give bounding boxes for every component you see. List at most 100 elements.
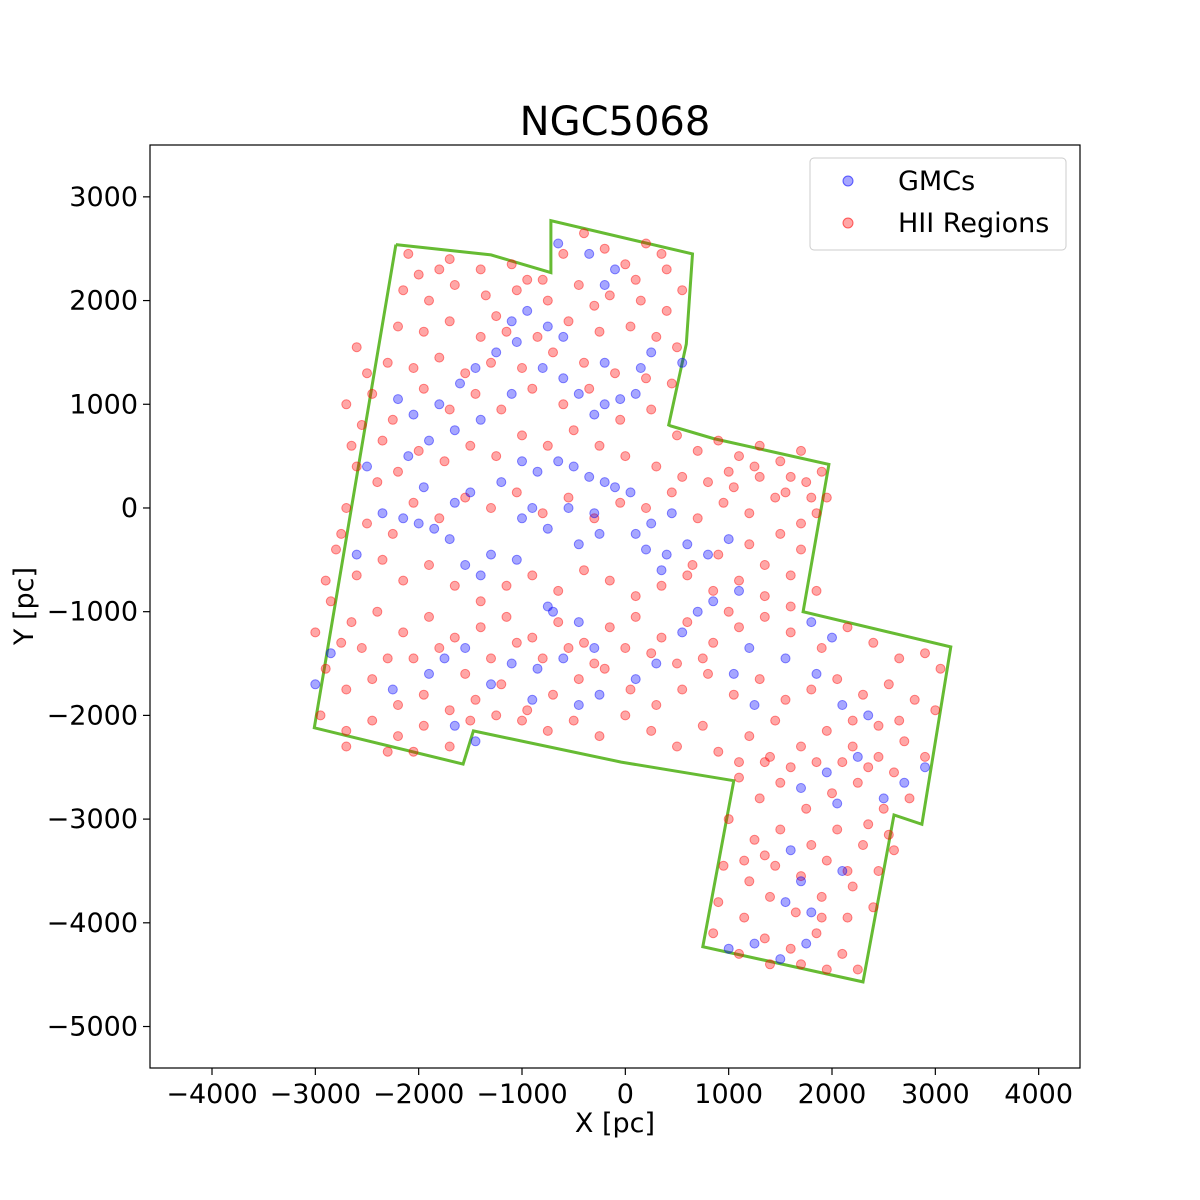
data-point (408, 497, 419, 508)
data-point (656, 632, 667, 643)
data-point (796, 518, 806, 529)
data-point (310, 679, 321, 690)
data-point (491, 710, 502, 721)
data-point (847, 881, 858, 892)
data-point (837, 757, 848, 768)
legend: GMCs HII Regions (809, 157, 1067, 251)
data-point (460, 668, 471, 679)
data-point (356, 420, 367, 430)
data-point (754, 793, 765, 804)
data-point (542, 295, 553, 306)
data-point (444, 316, 455, 327)
data-point (677, 471, 688, 482)
data-point (346, 440, 357, 451)
data-point (470, 694, 481, 705)
data-point (491, 311, 502, 322)
data-point (418, 383, 429, 394)
data-point (770, 492, 781, 503)
data-point (563, 643, 574, 653)
data-point (449, 280, 460, 290)
data-point (641, 544, 651, 555)
data-point (413, 518, 424, 529)
data-point (537, 508, 548, 519)
data-point (362, 461, 372, 472)
data-point (780, 653, 791, 664)
data-point (909, 694, 920, 705)
data-point (424, 295, 434, 306)
data-point (666, 487, 677, 498)
data-point (863, 762, 874, 773)
data-point (444, 741, 455, 752)
data-point (734, 948, 744, 959)
data-point (341, 741, 352, 752)
legend-marker-gmcs (842, 175, 854, 187)
data-point (641, 238, 651, 249)
data-point (558, 248, 569, 259)
data-point (682, 539, 693, 550)
data-point (625, 487, 636, 498)
data-point (703, 549, 713, 560)
data-point (429, 523, 440, 534)
data-point (811, 668, 822, 679)
data-point (475, 264, 486, 275)
data-point (589, 513, 600, 524)
data-point (563, 316, 574, 327)
data-point (594, 326, 605, 337)
data-point (765, 751, 775, 762)
x-axis-ticks: −4000 −3000 −2000 −1000 0 1000 2000 3000 4000 (166, 1068, 1073, 1110)
data-point (920, 762, 930, 773)
data-point (475, 331, 486, 342)
data-point (511, 487, 522, 498)
data-point (785, 627, 796, 638)
data-point (532, 663, 543, 674)
data-point (558, 331, 569, 342)
x-tick-label: 0 (617, 1079, 634, 1110)
data-point (868, 637, 879, 648)
data-point (553, 585, 564, 596)
data-point (878, 803, 889, 814)
data-point (734, 575, 744, 586)
data-point (372, 606, 383, 617)
data-point (341, 399, 352, 410)
data-point (475, 570, 486, 581)
data-point (341, 684, 352, 695)
data-point (584, 471, 595, 482)
data-point (573, 700, 584, 710)
x-tick-label: 2000 (798, 1079, 867, 1110)
data-point (351, 549, 362, 560)
data-point (418, 720, 429, 731)
data-point (775, 824, 786, 835)
data-point (806, 684, 817, 695)
data-point (367, 388, 378, 399)
data-point (470, 736, 481, 747)
data-point (847, 741, 858, 752)
data-point (351, 570, 362, 581)
data-point (816, 466, 827, 477)
data-point (620, 710, 631, 721)
data-point (542, 440, 553, 451)
data-point (362, 368, 372, 379)
data-point (811, 508, 822, 519)
data-point (496, 679, 507, 690)
data-point (811, 757, 822, 768)
data-point (796, 445, 806, 456)
data-point (501, 580, 512, 591)
data-point (377, 435, 388, 446)
data-point (460, 492, 471, 503)
data-point (418, 482, 429, 493)
data-point (821, 964, 832, 975)
data-point (568, 461, 579, 472)
data-point (594, 440, 605, 451)
data-point (816, 643, 827, 653)
data-point (785, 471, 796, 482)
data-point (651, 658, 662, 669)
data-point (842, 912, 853, 923)
data-point (315, 710, 326, 721)
x-tick-label: 3000 (901, 1079, 970, 1110)
data-point (718, 497, 729, 508)
x-tick-label: 1000 (694, 1079, 763, 1110)
data-point (594, 528, 605, 539)
data-point (703, 668, 713, 679)
data-point (444, 404, 455, 415)
